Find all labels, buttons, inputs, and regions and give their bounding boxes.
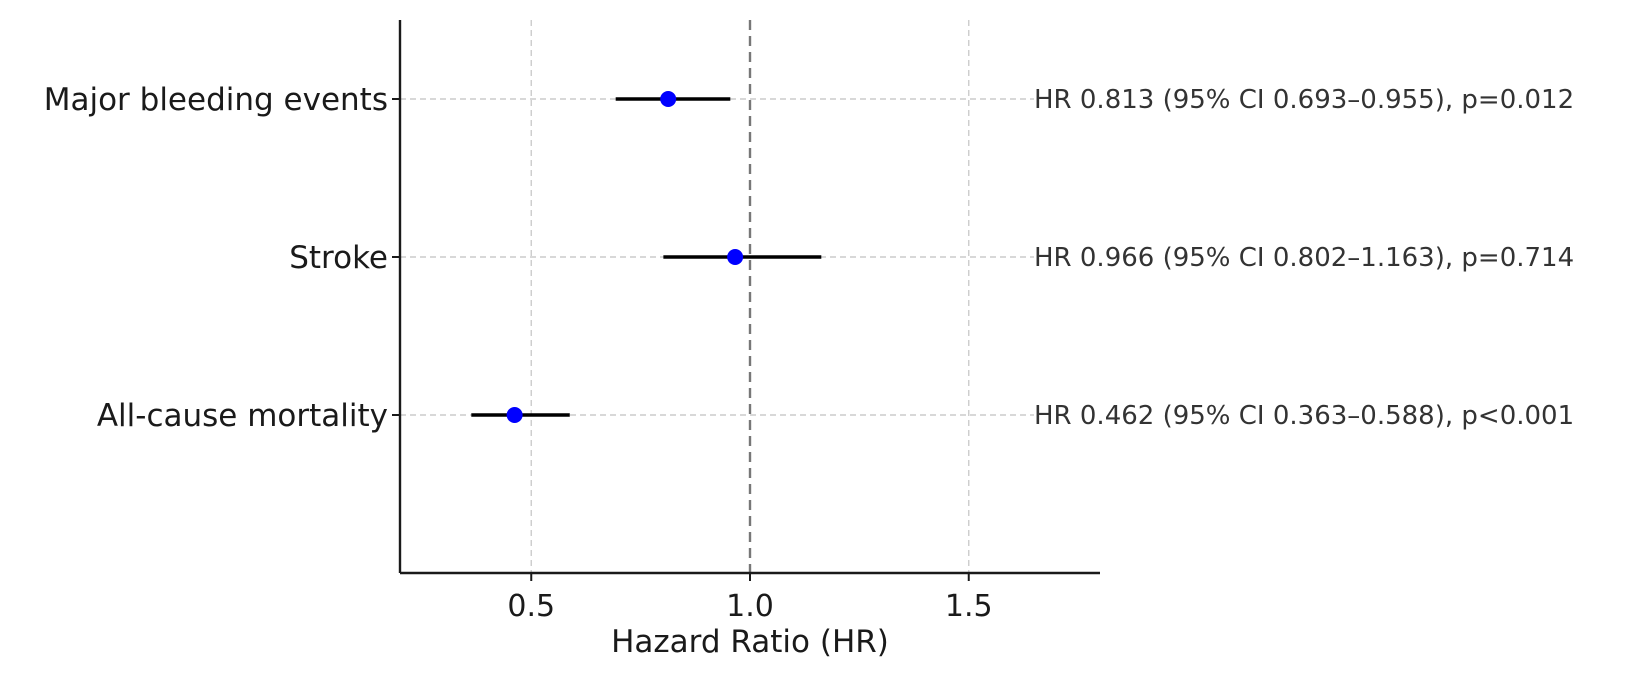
grid-layer: [400, 20, 1034, 573]
row-annotation: HR 0.462 (95% CI 0.363–0.588), p<0.001: [1034, 401, 1574, 431]
labels-layer: 0.5 1.0 1.5 Major bleeding events HR 0.813 (…: [44, 82, 1574, 624]
marks-layer: [471, 91, 822, 423]
hr-point: [660, 91, 677, 107]
row-annotation: HR 0.813 (95% CI 0.693–0.955), p=0.012: [1034, 85, 1574, 115]
row-label: Stroke: [289, 240, 388, 276]
hr-point: [506, 407, 523, 423]
hr-point: [727, 249, 744, 265]
row-annotation: HR 0.966 (95% CI 0.802–1.163), p=0.714: [1034, 243, 1574, 273]
x-axis-title: Hazard Ratio (HR): [611, 624, 889, 660]
row-label: All-cause mortality: [97, 398, 388, 434]
x-tick-label: 1.0: [726, 589, 774, 624]
x-tick-label: 0.5: [507, 589, 555, 624]
x-tick-label: 1.5: [945, 589, 993, 624]
row-label: Major bleeding events: [44, 82, 388, 118]
